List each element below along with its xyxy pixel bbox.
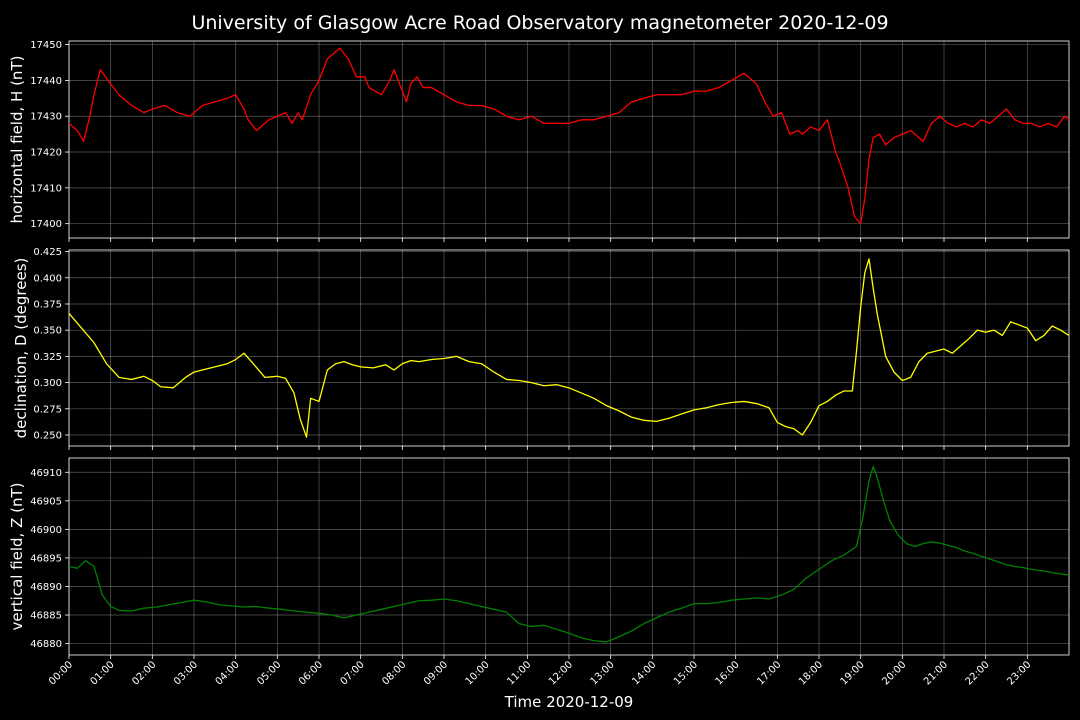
x-axis-label: Time 2020-12-09	[504, 693, 634, 711]
horizontal-field-y-tick-label: 17400	[30, 219, 62, 230]
vertical-field-series-line	[68, 465, 1070, 643]
declination-y-tick-label: 0.325	[33, 352, 62, 363]
time-axis-tick-labels: 00:00 01:00 02:00 03:00 04:00 05:00 06:00 07:00…	[47, 659, 1033, 687]
declination-y-tick-label: 0.400	[33, 273, 62, 284]
horizontal-field-series-line	[68, 47, 1070, 225]
time-tick-label: 22:00	[964, 659, 992, 687]
declination-series-line	[68, 258, 1070, 438]
horizontal-field-y-tick-label: 17420	[30, 148, 62, 159]
time-tick-label: 05:00	[255, 659, 283, 687]
horizontal-field-y-tick-label: 17450	[30, 40, 62, 51]
figure-title: University of Glasgow Acre Road Observat…	[191, 12, 888, 34]
time-tick-label: 08:00	[380, 659, 408, 687]
declination-y-tick-label: 0.275	[33, 404, 62, 415]
time-tick-label: 20:00	[880, 659, 908, 687]
vertical-field-panel: 46880 46885 46890 46895 46900 46905 46910 vert…	[8, 457, 1070, 659]
time-tick-label: 15:00	[672, 659, 700, 687]
time-tick-label: 14:00	[630, 659, 658, 687]
vertical-field-y-axis-label: vertical field, Z (nT)	[8, 482, 26, 630]
declination-y-axis-label: declination, D (degrees)	[12, 258, 30, 439]
time-tick-label: 01:00	[89, 659, 117, 687]
horizontal-field-plot-area	[68, 40, 1070, 239]
horizontal-field-y-tick-label: 17430	[30, 112, 62, 123]
time-tick-label: 11:00	[505, 659, 533, 687]
declination-y-tick-label: 0.300	[33, 378, 62, 389]
vertical-field-y-tick-label: 46910	[30, 468, 62, 479]
time-tick-label: 21:00	[922, 659, 950, 687]
time-tick-label: 09:00	[422, 659, 450, 687]
horizontal-field-panel: 17400 17410 17420 17430 17440 17450 horizonta…	[8, 40, 1070, 242]
time-tick-label: 10:00	[464, 659, 492, 687]
time-tick-label: 03:00	[172, 659, 200, 687]
time-tick-label: 18:00	[797, 659, 825, 687]
declination-y-tick-label: 0.425	[33, 247, 62, 258]
time-tick-label: 16:00	[714, 659, 742, 687]
time-tick-label: 23:00	[1005, 659, 1033, 687]
vertical-field-y-tick-label: 46880	[30, 639, 62, 650]
vertical-field-y-tick-label: 46895	[30, 553, 62, 564]
horizontal-field-y-tick-label: 17440	[30, 76, 62, 87]
time-tick-label: 02:00	[130, 659, 158, 687]
vertical-field-y-tick-label: 46890	[30, 582, 62, 593]
time-tick-label: 07:00	[339, 659, 367, 687]
time-tick-label: 12:00	[547, 659, 575, 687]
time-tick-label: 13:00	[589, 659, 617, 687]
declination-plot-area	[68, 249, 1070, 447]
declination-y-tick-label: 0.350	[33, 326, 62, 337]
time-tick-label: 19:00	[839, 659, 867, 687]
declination-panel: 0.250 0.275 0.300 0.325 0.350 0.375 0.400 0.425…	[12, 247, 1070, 450]
time-tick-label: 04:00	[214, 659, 242, 687]
time-tick-label: 00:00	[47, 659, 75, 687]
horizontal-field-y-axis-label: horizontal field, H (nT)	[8, 56, 26, 224]
vertical-field-y-tick-label: 46905	[30, 496, 62, 507]
horizontal-field-y-tick-label: 17410	[30, 183, 62, 194]
vertical-field-plot-area	[68, 457, 1070, 656]
time-tick-label: 17:00	[755, 659, 783, 687]
declination-y-tick-label: 0.250	[33, 430, 62, 441]
declination-y-tick-label: 0.375	[33, 299, 62, 310]
vertical-field-y-tick-label: 46885	[30, 611, 62, 622]
time-tick-label: 06:00	[297, 659, 325, 687]
vertical-field-y-tick-label: 46900	[30, 525, 62, 536]
